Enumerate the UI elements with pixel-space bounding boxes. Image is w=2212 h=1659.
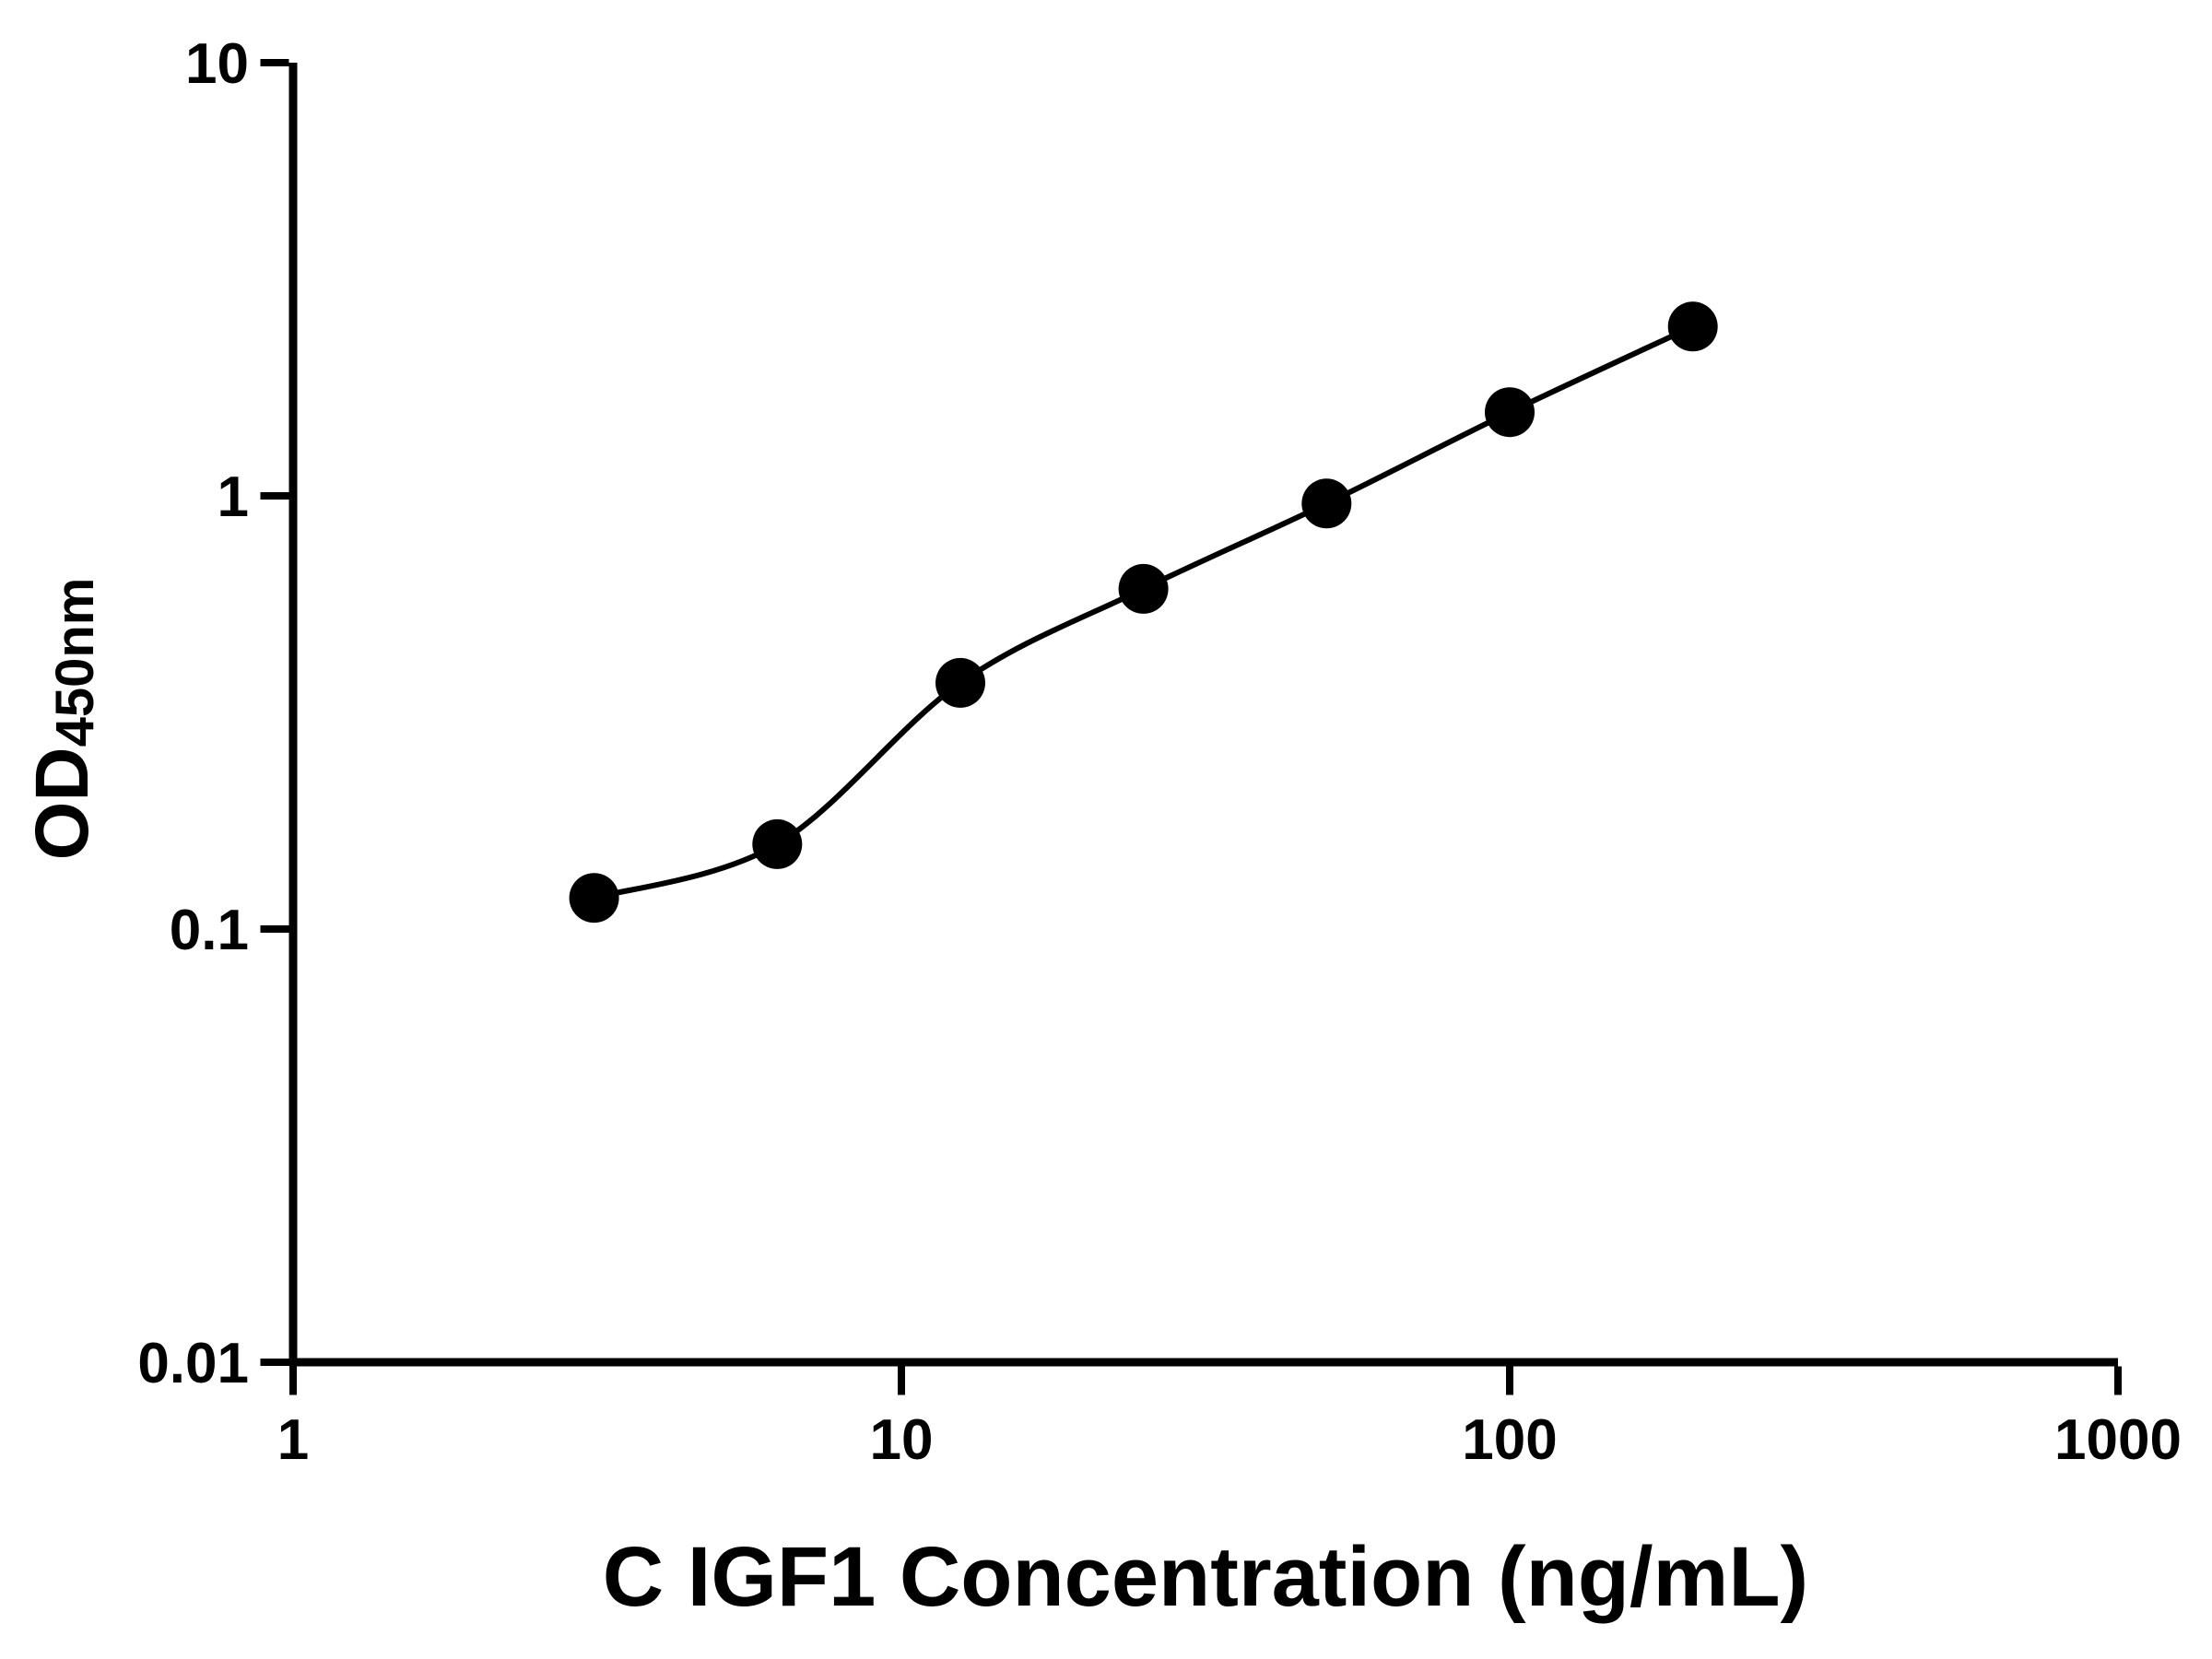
- y-tick-label: 0.01: [137, 1332, 249, 1395]
- y-axis-title-sub: 450nm: [45, 578, 105, 747]
- x-axis-tick-labels: 1 10 100 1000: [277, 1408, 2182, 1472]
- x-tick-label: 1: [277, 1408, 309, 1472]
- y-axis-title-main: OD: [20, 747, 104, 860]
- y-tick-label: 0.1: [170, 899, 249, 962]
- x-axis-ticks: [289, 1366, 2122, 1395]
- y-tick-label: 10: [185, 32, 249, 96]
- axis-spine: [288, 63, 2118, 1367]
- y-axis-ticks: [260, 59, 289, 1366]
- axes: [288, 63, 2118, 1367]
- x-axis-title: C IGF1 Concentration (ng/mL): [603, 1530, 1808, 1624]
- data-points: [569, 301, 1718, 924]
- data-point: [752, 818, 803, 869]
- data-point: [1118, 563, 1169, 614]
- x-tick-label: 1000: [2054, 1408, 2182, 1472]
- y-axis-title: OD450nm: [20, 578, 105, 861]
- y-tick-label: 1: [218, 465, 249, 529]
- data-point: [1301, 478, 1352, 529]
- x-tick-label: 100: [1462, 1408, 1557, 1472]
- y-axis-tick-labels: 10 1 0.1 0.01: [137, 32, 249, 1395]
- data-point: [1485, 387, 1535, 438]
- x-tick-label: 10: [870, 1408, 934, 1472]
- data-point: [935, 657, 985, 708]
- data-point: [569, 873, 619, 924]
- data-point: [1667, 301, 1718, 352]
